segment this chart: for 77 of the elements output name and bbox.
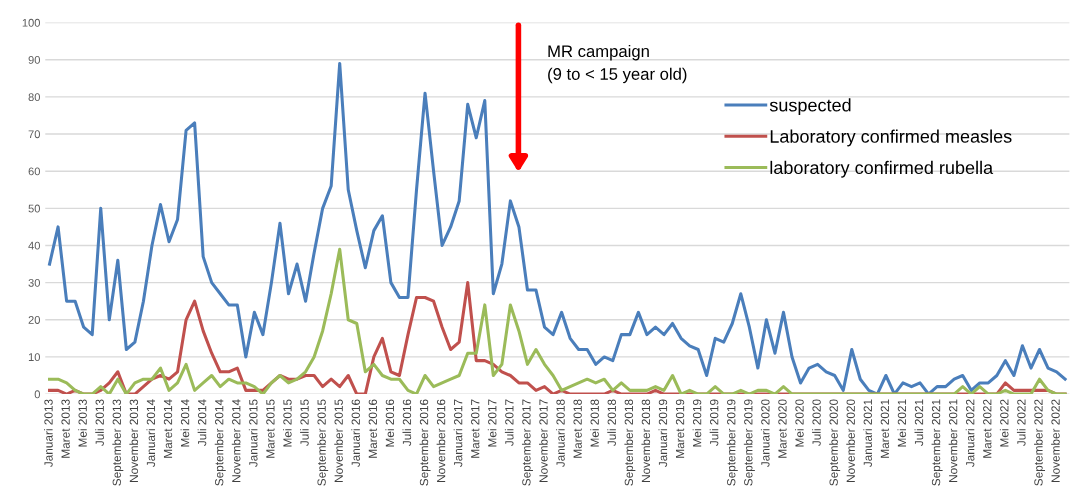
x-tick-label: Januari 2022 [965, 399, 975, 467]
legend-label: Laboratory confirmed measles [770, 129, 1012, 147]
legend-label: laboratory confirmed rubella [770, 160, 994, 178]
x-tick-label: November 2021 [948, 399, 958, 482]
x-tick-label: September 2014 [214, 399, 226, 486]
y-tick-label: 70 [28, 130, 40, 139]
x-tick-label: November 2013 [129, 399, 139, 482]
x-tick-label: Juli 2019 [709, 399, 719, 446]
x-tick-label: November 2020 [846, 399, 855, 482]
line-series [48, 247, 1067, 395]
x-tick-label: Maret 2020 [778, 399, 787, 458]
x-tick-label: Januari 2016 [351, 399, 360, 467]
x-tick-label: Juli 2021 [914, 399, 924, 446]
x-tick-label: November 2022 [1051, 399, 1060, 482]
x-tick-label: November 2015 [334, 399, 343, 482]
x-tick-label: Maret 2022 [983, 399, 992, 458]
x-tick-label: Maret 2017 [471, 399, 480, 458]
x-tick-label: Januari 2019 [658, 399, 668, 467]
x-tick-label: September 2019 [743, 399, 755, 486]
x-tick-label: Juli 2014 [197, 399, 207, 446]
x-tick-label: Mei 2022 [999, 399, 1009, 447]
annotation: MR campaign (9 to < 15 year old) [548, 44, 687, 84]
y-tick-label: 40 [28, 241, 40, 250]
x-tick-label: Januari 2015 [248, 399, 258, 467]
x-tick-label: Juli 2018 [607, 399, 616, 446]
x-tick-label: Juli 2013 [95, 399, 104, 446]
line-series [48, 61, 1067, 395]
legend-label: suspected [769, 98, 851, 116]
x-tick-label: September 2013 [112, 399, 124, 486]
x-tick-label: September 2022 [1034, 399, 1046, 486]
y-tick-label: 30 [28, 278, 40, 287]
x-tick-label: Mei 2020 [795, 399, 804, 447]
x-tick-label: September 2016 [419, 399, 431, 486]
x-tick-label: September 2017 [521, 399, 533, 486]
y-tick-label: 80 [28, 93, 40, 102]
x-tick-label: November 2016 [436, 399, 446, 482]
y-tick-label: 50 [28, 204, 40, 213]
x-tick-label: Maret 2013 [61, 399, 70, 458]
x-tick-label: Mei 2015 [283, 399, 292, 447]
y-tick-label: 90 [28, 56, 40, 64]
x-tick-label: November 2014 [231, 399, 241, 482]
x-tick-label: September 2019 [726, 399, 738, 486]
y-tick-label: 10 [28, 353, 40, 362]
x-tick-label: Januari 2021 [863, 399, 872, 467]
y-tick-label: 60 [28, 167, 40, 176]
x-tick-label: Mei 2019 [692, 399, 702, 447]
x-tick-label: Juli 2017 [504, 399, 514, 446]
x-tick-label: Mei 2016 [385, 399, 395, 447]
x-tick-label: Juli 2020 [812, 399, 821, 446]
x-tick-label: September 2015 [317, 399, 329, 486]
x-tick-label: Juli 2022 [1016, 399, 1026, 446]
x-tick-label: Maret 2016 [368, 399, 378, 458]
x-tick-label: November 2018 [641, 399, 651, 482]
y-tick-label: 0 [34, 390, 40, 399]
x-tick-label: Mei 2013 [78, 399, 87, 447]
x-tick-label: September 2018 [624, 399, 636, 486]
x-tick-label: Maret 2014 [163, 399, 173, 458]
x-tick-label: Maret 2015 [266, 399, 275, 458]
x-tick-label: Januari 2017 [453, 399, 463, 467]
x-tick-label: September 2020 [829, 399, 841, 486]
y-tick-label: 100 [22, 18, 40, 27]
x-tick-label: Mei 2018 [590, 399, 599, 447]
x-tick-label: Mei 2014 [180, 399, 190, 447]
x-tick-label: Maret 2018 [573, 399, 582, 458]
x-tick-label: Mei 2021 [897, 399, 907, 447]
x-tick-label: Januari 2014 [146, 399, 156, 467]
x-tick-label: Mei 2017 [487, 399, 497, 447]
x-tick-label: Januari 2018 [556, 399, 565, 467]
x-tick-label: Januari 2013 [44, 399, 53, 467]
x-tick-label: Maret 2019 [675, 399, 685, 458]
x-tick-label: Juli 2016 [402, 399, 412, 446]
x-tick-label: Juli 2015 [300, 399, 309, 446]
x-tick-label: September 2021 [931, 399, 943, 486]
x-tick-label: November 2017 [539, 399, 548, 482]
x-tick-label: Januari 2020 [760, 399, 770, 467]
y-tick-label: 20 [28, 316, 40, 324]
x-tick-label: Maret 2021 [880, 399, 890, 458]
